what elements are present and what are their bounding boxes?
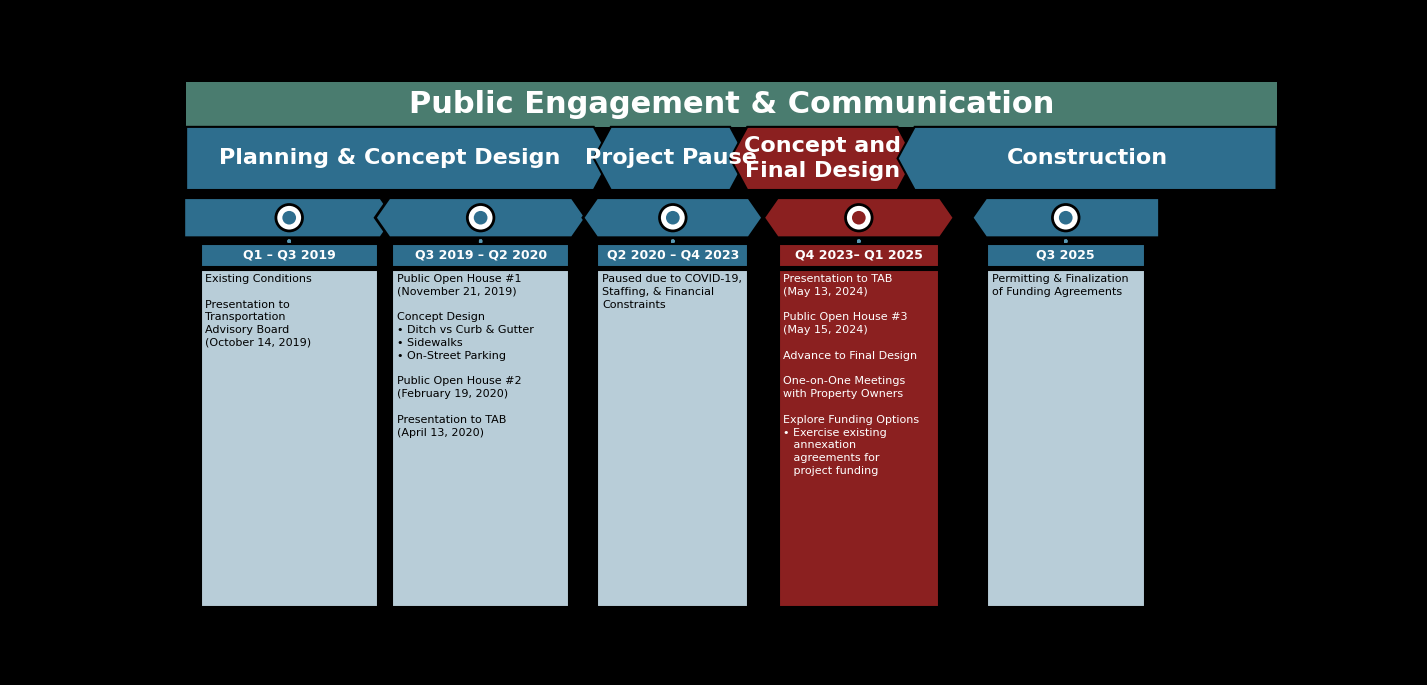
Polygon shape (186, 127, 611, 190)
Polygon shape (375, 198, 586, 238)
Bar (392, 270, 569, 607)
Bar (598, 270, 748, 607)
Text: Q1 – Q3 2019: Q1 – Q3 2019 (243, 249, 335, 262)
Polygon shape (731, 127, 915, 190)
Bar (201, 270, 378, 607)
Text: Presentation to TAB
(May 13, 2024)

Public Open House #3
(May 15, 2024)

Advance: Presentation to TAB (May 13, 2024) Publi… (783, 274, 919, 476)
Bar (186, 82, 1277, 127)
Text: Planning & Concept Design: Planning & Concept Design (220, 149, 561, 169)
Text: Q4 2023– Q1 2025: Q4 2023– Q1 2025 (795, 249, 923, 262)
Bar (201, 244, 378, 267)
Text: Permitting & Finalization
of Funding Agreements: Permitting & Finalization of Funding Agr… (992, 274, 1129, 297)
Text: Public Open House #1
(November 21, 2019)

Concept Design
• Ditch vs Curb & Gutte: Public Open House #1 (November 21, 2019)… (397, 274, 534, 438)
Text: Concept and
Final Design: Concept and Final Design (743, 136, 900, 181)
Polygon shape (972, 198, 1160, 238)
Polygon shape (763, 198, 955, 238)
Bar (779, 270, 939, 607)
Polygon shape (582, 198, 762, 238)
Bar (987, 244, 1144, 267)
Bar (987, 270, 1144, 607)
Polygon shape (184, 198, 395, 238)
Text: Q3 2019 – Q2 2020: Q3 2019 – Q2 2020 (415, 249, 547, 262)
Circle shape (467, 205, 494, 231)
Circle shape (283, 211, 295, 225)
Bar (779, 244, 939, 267)
Text: Q2 2020 – Q4 2023: Q2 2020 – Q4 2023 (606, 249, 739, 262)
Circle shape (852, 211, 866, 225)
Text: Construction: Construction (1006, 149, 1167, 169)
Bar (392, 244, 569, 267)
Circle shape (666, 211, 679, 225)
Text: Project Pause: Project Pause (585, 149, 756, 169)
Text: Paused due to COVID-19,
Staffing, & Financial
Constraints: Paused due to COVID-19, Staffing, & Fina… (602, 274, 742, 310)
Circle shape (1053, 205, 1079, 231)
Bar (598, 244, 748, 267)
Polygon shape (898, 127, 1277, 190)
Polygon shape (594, 127, 748, 190)
Circle shape (659, 205, 686, 231)
Text: Public Engagement & Communication: Public Engagement & Communication (408, 90, 1055, 119)
Circle shape (846, 205, 872, 231)
Text: Q3 2025: Q3 2025 (1036, 249, 1095, 262)
Text: Existing Conditions

Presentation to
Transportation
Advisory Board
(October 14, : Existing Conditions Presentation to Tran… (205, 274, 313, 348)
Circle shape (1059, 211, 1073, 225)
Circle shape (275, 205, 303, 231)
Circle shape (474, 211, 488, 225)
